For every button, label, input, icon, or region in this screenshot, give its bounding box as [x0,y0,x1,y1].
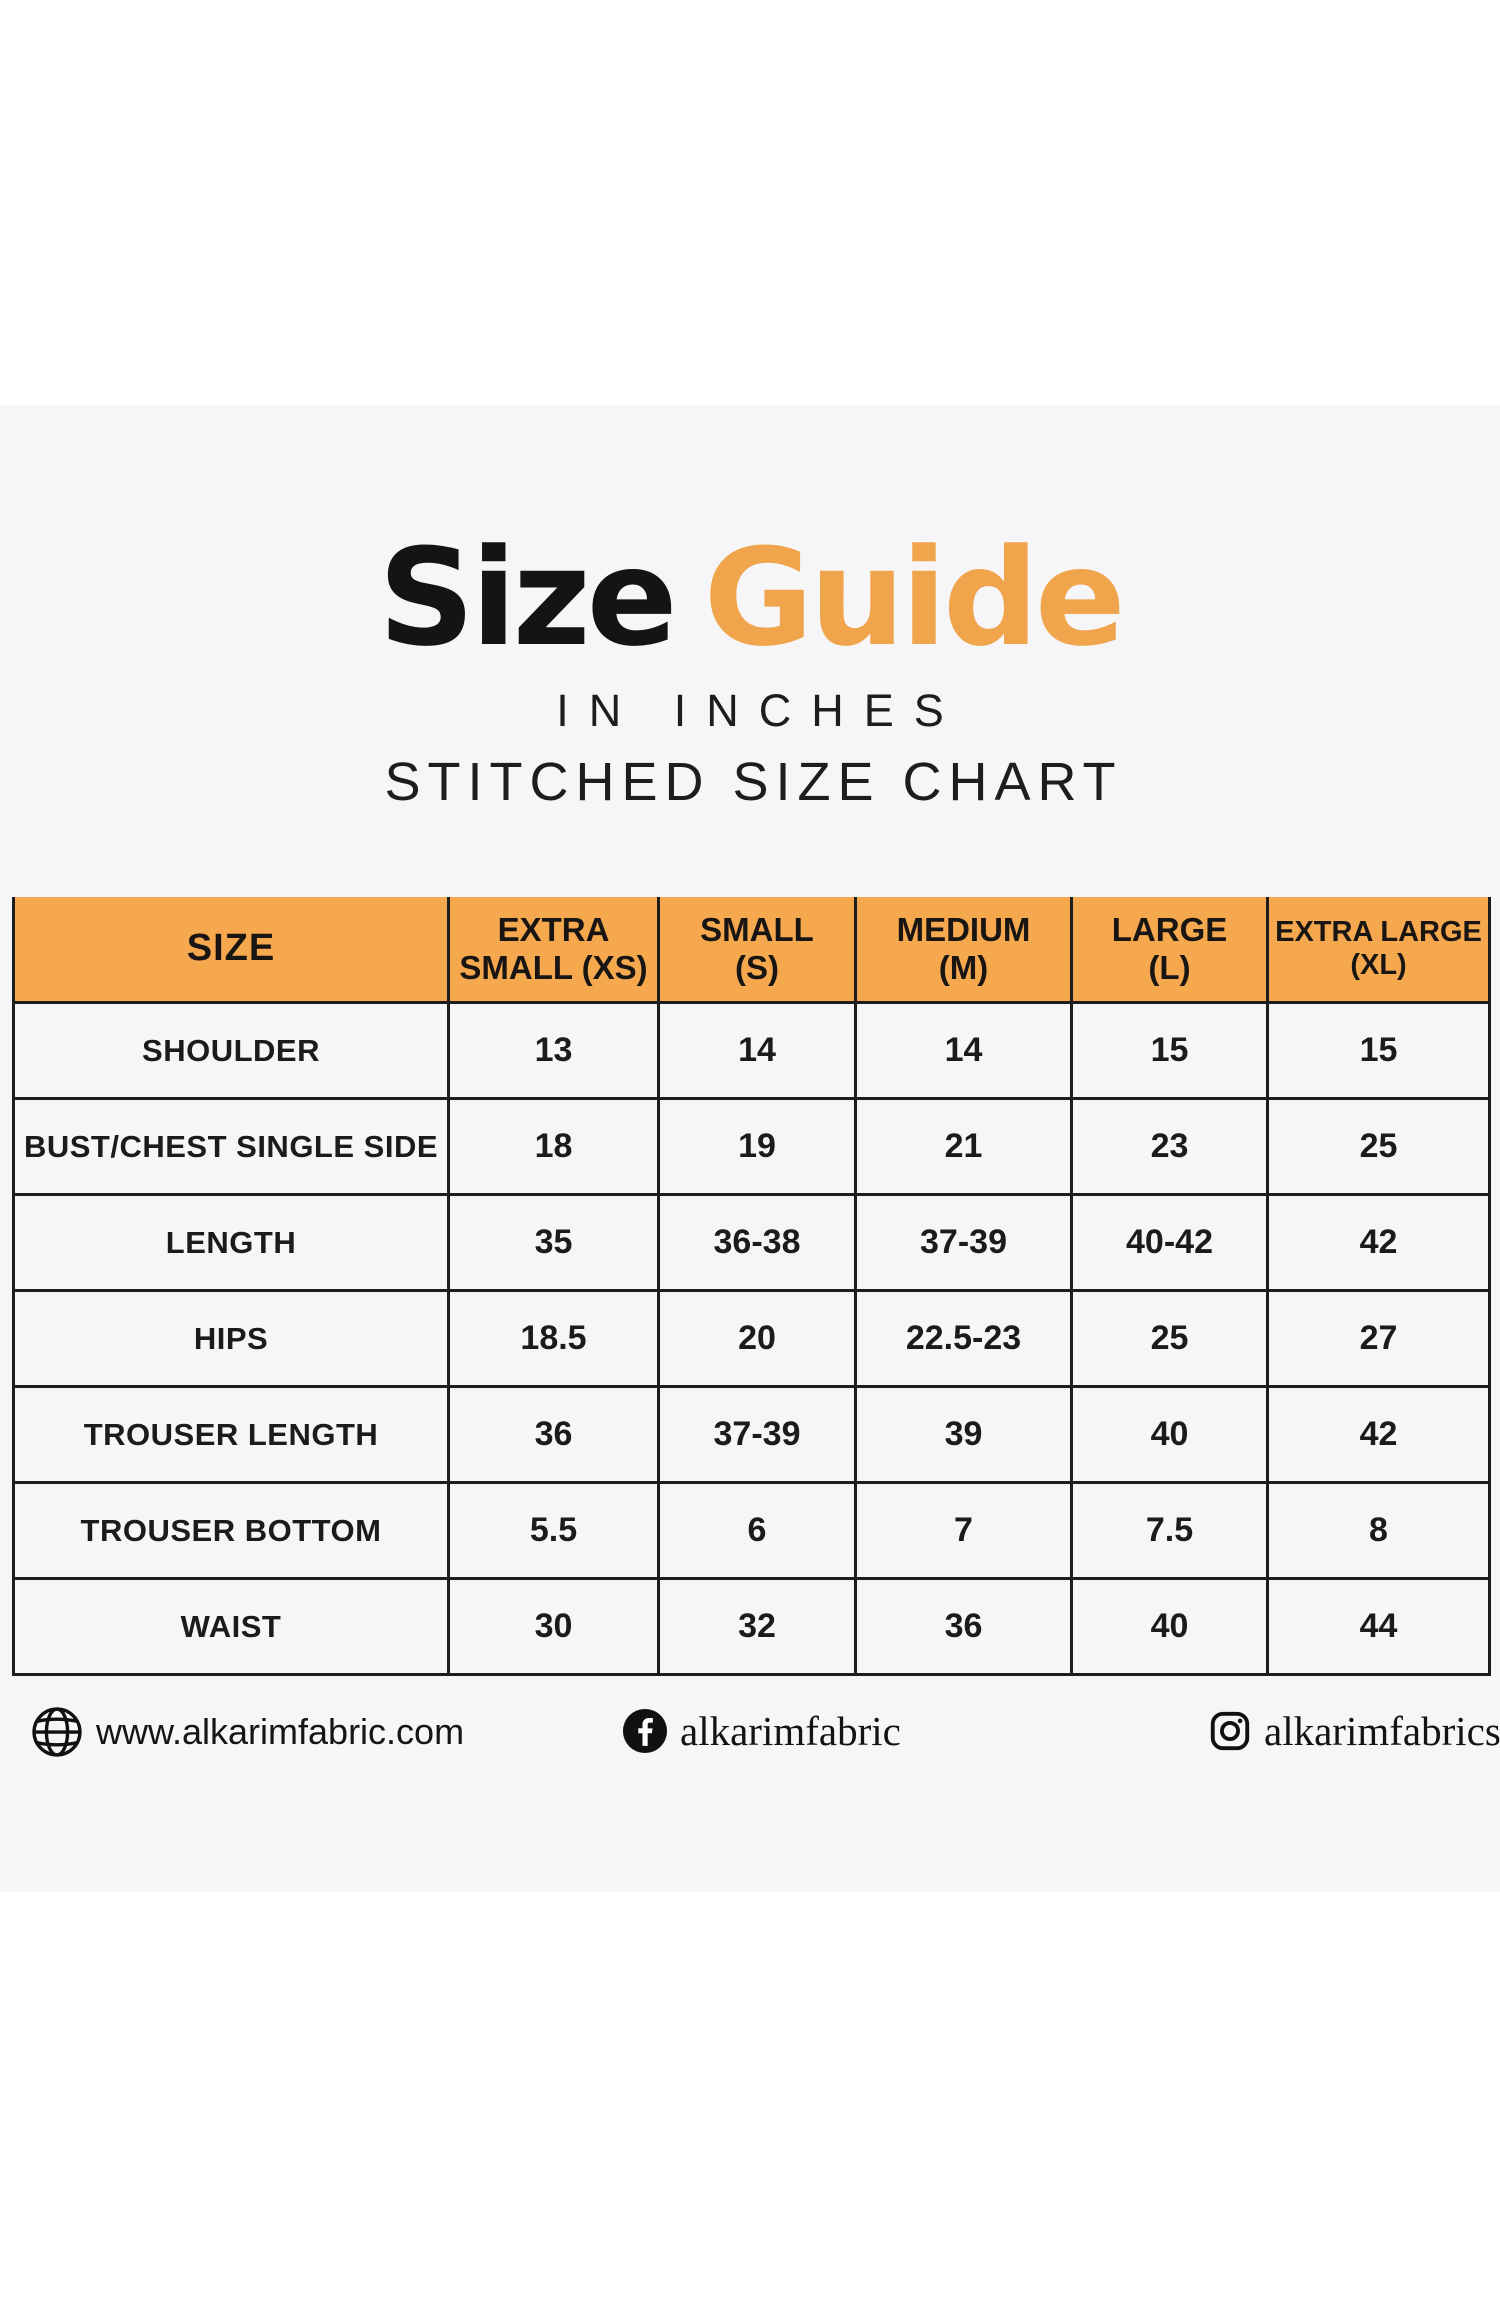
table-row-trouser-bottom: TROUSER BOTTOM 5.5 6 7 7.5 8 [12,1481,1491,1580]
row-label: BUST/CHEST SINGLE SIDE [12,1097,450,1196]
cell-value: 15 [1266,1001,1491,1100]
cell-value: 44 [1266,1577,1491,1676]
cell-value: 25 [1070,1289,1269,1388]
title-word-guide: Guide [703,520,1126,676]
cell-value: 22.5-23 [854,1289,1073,1388]
cell-value: 5.5 [447,1481,660,1580]
cell-value: 15 [1070,1001,1269,1100]
cell-value: 36-38 [657,1193,857,1292]
cell-value: 14 [854,1001,1073,1100]
subtitle-stitched-size-chart: STITCHED SIZE CHART [384,751,1123,812]
cell-value: 27 [1266,1289,1491,1388]
cell-value: 40 [1070,1385,1269,1484]
cell-value: 30 [447,1577,660,1676]
cell-value: 40 [1070,1577,1269,1676]
cell-value: 37-39 [657,1385,857,1484]
cell-value: 21 [854,1097,1073,1196]
cell-value: 23 [1070,1097,1269,1196]
table-row-shoulder: SHOULDER 13 14 14 15 15 [12,1001,1491,1100]
row-label: TROUSER LENGTH [12,1385,450,1484]
column-header-extra-small: EXTRA SMALL (XS) [447,897,660,1004]
cell-value: 39 [854,1385,1073,1484]
column-header-large: LARGE (L) [1070,897,1269,1004]
cell-value: 7 [854,1481,1073,1580]
table-row-bust-chest: BUST/CHEST SINGLE SIDE 18 19 21 23 25 [12,1097,1491,1196]
cell-value: 18 [447,1097,660,1196]
cell-value: 36 [854,1577,1073,1676]
page-title: Size Guide [0,530,1500,667]
cell-value: 37-39 [854,1193,1073,1292]
cell-value: 7.5 [1070,1481,1269,1580]
table-row-waist: WAIST 30 32 36 40 44 [12,1577,1491,1676]
row-label: SHOULDER [12,1001,450,1100]
column-header-size: SIZE [12,897,450,1004]
instagram-handle: alkarimfabrics [1264,1708,1500,1754]
cell-value: 32 [657,1577,857,1676]
website-url: www.alkarimfabric.com [96,1711,465,1752]
row-label: WAIST [12,1577,450,1676]
cell-value: 36 [447,1385,660,1484]
row-label: TROUSER BOTTOM [12,1481,450,1580]
globe-icon [30,1705,84,1759]
table-row-length: LENGTH 35 36-38 37-39 40-42 42 [12,1193,1491,1292]
cell-value: 6 [657,1481,857,1580]
subtitle-in-inches: IN INCHES [556,684,964,736]
column-header-small: SMALL (S) [657,897,857,1004]
header-row: SIZE EXTRA SMALL (XS) SMALL (S) MEDIUM (… [12,897,1491,1004]
cell-value: 40-42 [1070,1193,1269,1292]
row-label: LENGTH [12,1193,450,1292]
cell-value: 18.5 [447,1289,660,1388]
cell-value: 13 [447,1001,660,1100]
column-header-extra-large: EXTRA LARGE (XL) [1266,897,1491,1004]
facebook-icon [622,1708,668,1754]
table-row-hips: HIPS 18.5 20 22.5-23 25 27 [12,1289,1491,1388]
column-header-medium: MEDIUM (M) [854,897,1073,1004]
website-item: www.alkarimfabric.com [30,1705,464,1759]
cell-value: 8 [1266,1481,1491,1580]
facebook-handle: alkarimfabric [680,1708,901,1754]
cell-value: 42 [1266,1385,1491,1484]
cell-value: 25 [1266,1097,1491,1196]
table-row-trouser-length: TROUSER LENGTH 36 37-39 39 40 42 [12,1385,1491,1484]
cell-value: 19 [657,1097,857,1196]
instagram-icon [1208,1709,1252,1753]
footer: www.alkarimfabric.com alkarimfabric alka… [0,1705,1500,1775]
cell-value: 14 [657,1001,857,1100]
title-word-size: Size [378,520,677,676]
cell-value: 35 [447,1193,660,1292]
title-block: Size Guide IN INCHES STITCHED SIZE CHART [0,530,1500,813]
facebook-item: alkarimfabric [622,1707,901,1755]
size-chart-table: SIZE EXTRA SMALL (XS) SMALL (S) MEDIUM (… [12,897,1491,1676]
row-label: HIPS [12,1289,450,1388]
cell-value: 20 [657,1289,857,1388]
instagram-item: alkarimfabrics [1208,1707,1500,1755]
cell-value: 42 [1266,1193,1491,1292]
